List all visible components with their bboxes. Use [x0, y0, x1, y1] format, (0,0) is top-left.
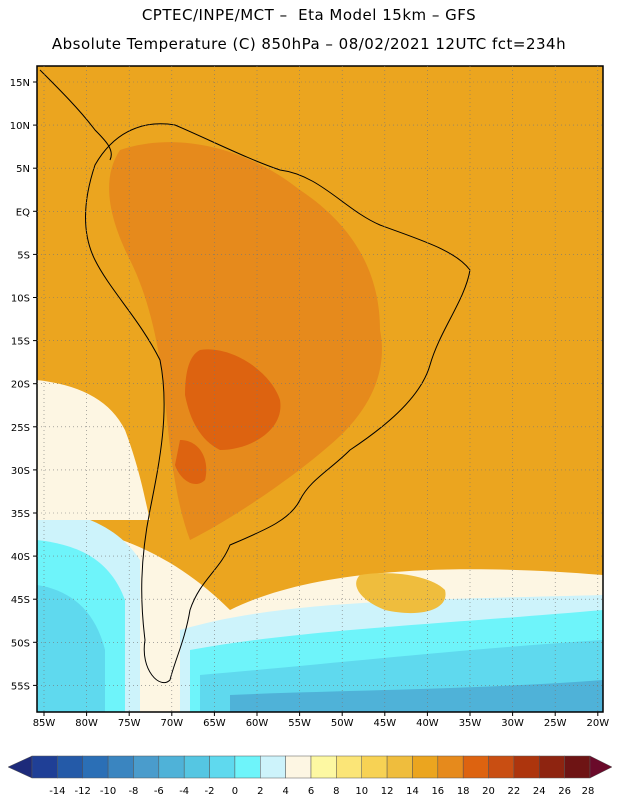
lat-label: 10N [10, 121, 30, 132]
colorbar-under-arrow [7, 755, 33, 779]
colorbar-tick-label: 6 [308, 786, 314, 797]
colorbar-swatch [285, 755, 312, 779]
colorbar-swatch [82, 755, 109, 779]
lon-label: 65W [203, 718, 226, 729]
colorbar-tick-label: 2 [257, 786, 263, 797]
colorbar-swatch [564, 755, 591, 779]
colorbar-tick-label: -4 [179, 786, 189, 797]
lat-label: 55S [11, 681, 30, 692]
colorbar-swatch [209, 755, 236, 779]
lon-label: 85W [33, 718, 56, 729]
lat-label: 15S [11, 337, 30, 348]
temperature-field [37, 66, 603, 712]
colorbar-swatch [57, 755, 83, 779]
colorbar-tick-label: 0 [232, 786, 238, 797]
lat-label: 35S [11, 509, 30, 520]
colorbar-swatch [539, 755, 565, 779]
colorbar-tick-label: 12 [381, 786, 394, 797]
field-continental-warm-18to20 [109, 142, 382, 540]
colorbar-tick-label: -6 [154, 786, 164, 797]
lat-label: 30S [11, 466, 30, 477]
colorbar-tick-label: 24 [533, 786, 546, 797]
lon-label: 55W [288, 718, 311, 729]
map-title: CPTEC/INPE/MCT – Eta Model 15km – GFS [141, 6, 477, 24]
lon-label: 35W [459, 718, 482, 729]
longitude-labels: 85W 80W 75W 70W 65W 60W 55W 50W 45W 40W 35W 30W 25W 2… [33, 718, 610, 729]
colorbar-tick-label: -10 [100, 786, 116, 797]
colorbar-tick-label: 20 [482, 786, 495, 797]
lat-label: 5N [16, 164, 30, 175]
coastline [39, 69, 471, 683]
lat-label: 40S [11, 552, 30, 563]
lon-label: 40W [416, 718, 439, 729]
lon-label: 45W [373, 718, 396, 729]
field-band-0to2-west [37, 585, 105, 712]
south-america-outline [85, 123, 471, 683]
colorbar-swatch [133, 755, 160, 779]
field-pacific-cool-patch [37, 380, 150, 520]
colorbar-swatch [183, 755, 210, 779]
colorbar-over-arrow [589, 755, 613, 779]
lon-label: 60W [246, 718, 269, 729]
lon-label: 50W [331, 718, 354, 729]
latitude-labels: 15N 10N 5N EQ 5S 10S 15S 20S 25S 30S 35S 40S 45S 50S 5… [10, 78, 30, 692]
colorbar-tick-label: -12 [75, 786, 91, 797]
lat-label: EQ [16, 207, 30, 218]
field-hot-core [185, 349, 281, 450]
colorbar-swatch [386, 755, 413, 779]
colorbar-tick-label: 8 [333, 786, 339, 797]
central-america-outline [39, 69, 112, 161]
colorbar-tick-label: 28 [582, 786, 595, 797]
map-subtitle: Absolute Temperature (C) 850hPa – 08/02/… [51, 35, 567, 53]
colorbar-tick-label: -2 [205, 786, 215, 797]
field-hot-core-south [175, 440, 207, 485]
field-atlantic-swirl [356, 573, 446, 614]
colorbar-swatch [462, 755, 489, 779]
colorbar-swatch [412, 755, 439, 779]
lon-label: 20W [586, 718, 609, 729]
map-frame [36, 65, 604, 713]
colorbar-swatch [437, 755, 464, 779]
colorbar-swatch [31, 755, 58, 779]
lon-label: 80W [75, 718, 98, 729]
colorbar-swatch [336, 755, 362, 779]
lat-label: 5S [17, 250, 30, 261]
colorbar-swatch [310, 755, 337, 779]
field-band-minus2to0 [230, 680, 603, 712]
colorbar-tick-label: 26 [558, 786, 571, 797]
colorbar-swatch [158, 755, 185, 779]
colorbar-tick-label: 14 [406, 786, 419, 797]
lat-label: 10S [11, 294, 30, 305]
colorbar-tick-label: 22 [508, 786, 521, 797]
lat-label: 45S [11, 595, 30, 606]
lon-label: 30W [501, 718, 524, 729]
colorbar-swatch [260, 755, 286, 779]
colorbar-swatch [107, 755, 134, 779]
colorbar-tick-label: 18 [457, 786, 470, 797]
lon-label: 25W [544, 718, 567, 729]
colorbar-swatch [488, 755, 515, 779]
colorbar-tick-label: -14 [49, 786, 65, 797]
lat-label: 25S [11, 423, 30, 434]
lat-label: 20S [11, 380, 30, 391]
graticule [33, 66, 603, 716]
colorbar-tick-label: 10 [355, 786, 368, 797]
colorbar-swatch [234, 755, 261, 779]
colorbar-tick-label: 4 [282, 786, 288, 797]
lat-label: 50S [11, 638, 30, 649]
lon-label: 75W [118, 718, 141, 729]
colorbar: -14 -12 -10 -8 -6 -4 -2 0 2 4 6 8 10 12 14 16 18 20 22 24 26… [7, 755, 613, 797]
colorbar-tick-label: 16 [431, 786, 444, 797]
colorbar-tick-label: -8 [128, 786, 138, 797]
colorbar-swatch [513, 755, 540, 779]
lon-label: 70W [160, 718, 183, 729]
lat-label: 15N [10, 78, 30, 89]
colorbar-swatch [361, 755, 388, 779]
